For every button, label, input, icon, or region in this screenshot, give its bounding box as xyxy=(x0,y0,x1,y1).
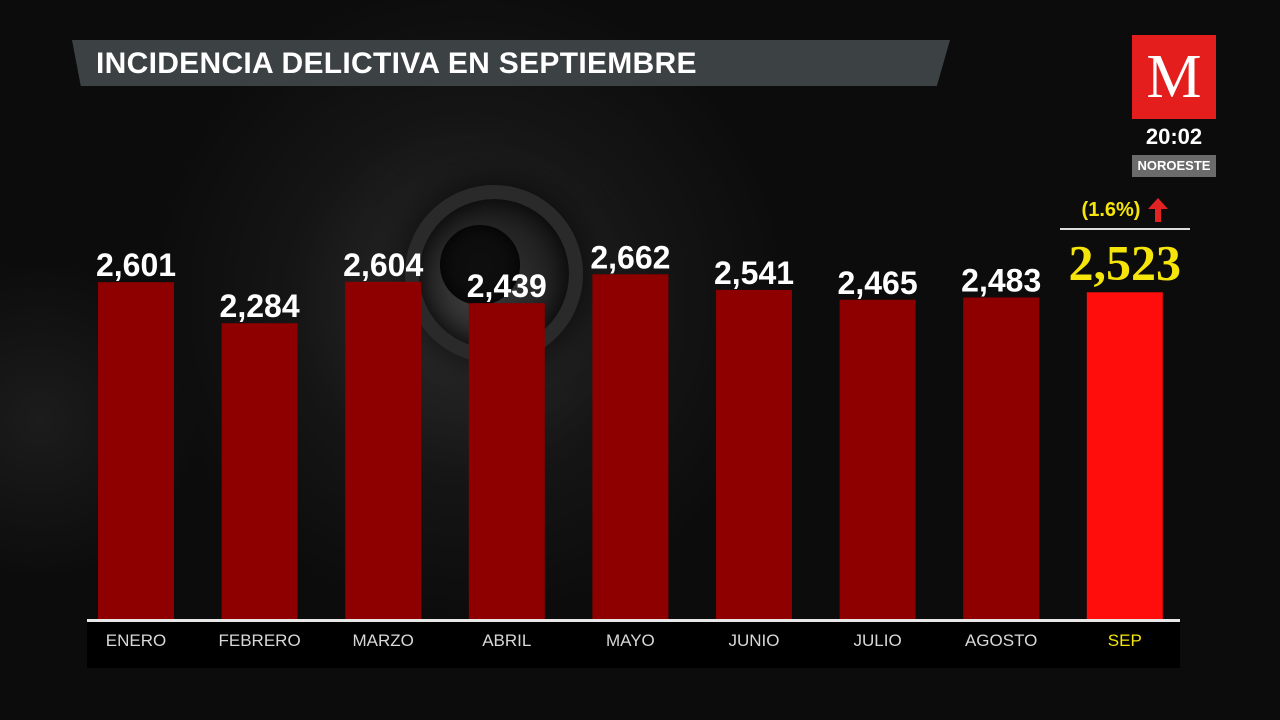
bar-julio xyxy=(839,299,916,619)
category-label-marzo: MARZO xyxy=(353,631,414,650)
value-label-agosto: 2,483 xyxy=(961,262,1041,298)
bar-marzo xyxy=(345,281,422,619)
category-label-junio: JUNIO xyxy=(729,631,780,650)
gun-barrel-bore xyxy=(440,225,520,305)
category-band xyxy=(87,622,1180,668)
value-label-mayo: 2,662 xyxy=(590,239,670,275)
milenio-m-logo: M xyxy=(1132,35,1216,119)
bar-agosto xyxy=(963,297,1040,619)
bar-abril xyxy=(468,303,545,619)
value-label-abril: 2,439 xyxy=(467,268,547,304)
value-label-enero: 2,601 xyxy=(96,247,176,283)
category-label-abril: ABRIL xyxy=(482,631,531,650)
value-label-junio: 2,541 xyxy=(714,255,794,291)
highlight-divider xyxy=(1060,228,1190,230)
category-label-enero: ENERO xyxy=(106,631,166,650)
value-label-julio: 2,465 xyxy=(838,265,918,301)
chart-title: INCIDENCIA DELICTIVA EN SEPTIEMBRE xyxy=(96,47,697,80)
bar-mayo xyxy=(592,274,669,619)
change-percent: (1.6%) xyxy=(1081,198,1141,221)
title-banner xyxy=(72,40,950,86)
category-label-febrero: FEBRERO xyxy=(219,631,301,650)
category-label-agosto: AGOSTO xyxy=(965,631,1037,650)
bar-junio xyxy=(716,289,792,619)
value-label-sep: 2,523 xyxy=(1069,234,1182,290)
arrow-up-icon xyxy=(1148,198,1169,222)
bar-febrero xyxy=(221,323,298,619)
category-label-julio: JULIO xyxy=(854,631,902,650)
value-label-marzo: 2,604 xyxy=(343,247,423,283)
bar-sep xyxy=(1086,292,1163,619)
category-label-mayo: MAYO xyxy=(606,631,655,650)
category-label-sep: SEP xyxy=(1108,631,1142,650)
change-indicator: (1.6%) xyxy=(1060,196,1190,224)
bar-enero xyxy=(98,282,174,619)
value-label-febrero: 2,284 xyxy=(220,288,300,324)
clock-time: 20:02 xyxy=(1145,124,1203,149)
logo-letter: M xyxy=(1146,43,1202,111)
chart-baseline xyxy=(87,619,1180,622)
region-badge: NOROESTE xyxy=(1132,155,1216,177)
